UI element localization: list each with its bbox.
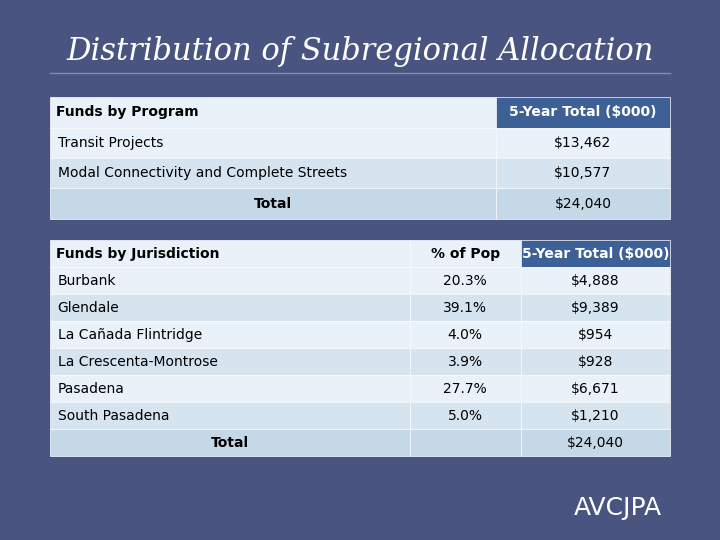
Text: Total: Total [254, 197, 292, 211]
Text: Distribution of Subregional Allocation: Distribution of Subregional Allocation [66, 36, 654, 67]
Text: Glendale: Glendale [58, 301, 120, 315]
Text: Burbank: Burbank [58, 274, 116, 288]
Text: South Pasadena: South Pasadena [58, 409, 169, 423]
Text: 39.1%: 39.1% [444, 301, 487, 315]
Text: La Cañada Flintridge: La Cañada Flintridge [58, 328, 202, 342]
Text: Total: Total [211, 436, 249, 450]
Text: Pasadena: Pasadena [58, 382, 125, 396]
Text: $10,577: $10,577 [554, 166, 611, 180]
Text: 5.0%: 5.0% [448, 409, 483, 423]
Text: $6,671: $6,671 [571, 382, 620, 396]
Text: $13,462: $13,462 [554, 136, 611, 150]
Text: 4.0%: 4.0% [448, 328, 483, 342]
Text: Funds by Jurisdiction: Funds by Jurisdiction [56, 247, 220, 261]
Text: $1,210: $1,210 [571, 409, 619, 423]
Text: $24,040: $24,040 [567, 436, 624, 450]
Text: La Crescenta-Montrose: La Crescenta-Montrose [58, 355, 217, 369]
Text: 3.9%: 3.9% [448, 355, 483, 369]
Text: 20.3%: 20.3% [444, 274, 487, 288]
Text: $24,040: $24,040 [554, 197, 611, 211]
Text: $954: $954 [577, 328, 613, 342]
Text: 27.7%: 27.7% [444, 382, 487, 396]
Text: AVCJPA: AVCJPA [575, 496, 662, 519]
Text: Transit Projects: Transit Projects [58, 136, 163, 150]
Text: $928: $928 [577, 355, 613, 369]
Text: Modal Connectivity and Complete Streets: Modal Connectivity and Complete Streets [58, 166, 347, 180]
Text: 5-Year Total ($000): 5-Year Total ($000) [509, 105, 657, 119]
Text: Funds by Program: Funds by Program [56, 105, 199, 119]
Text: $4,888: $4,888 [571, 274, 620, 288]
Text: % of Pop: % of Pop [431, 247, 500, 261]
Text: 5-Year Total ($000): 5-Year Total ($000) [521, 247, 669, 261]
Text: $9,389: $9,389 [571, 301, 620, 315]
